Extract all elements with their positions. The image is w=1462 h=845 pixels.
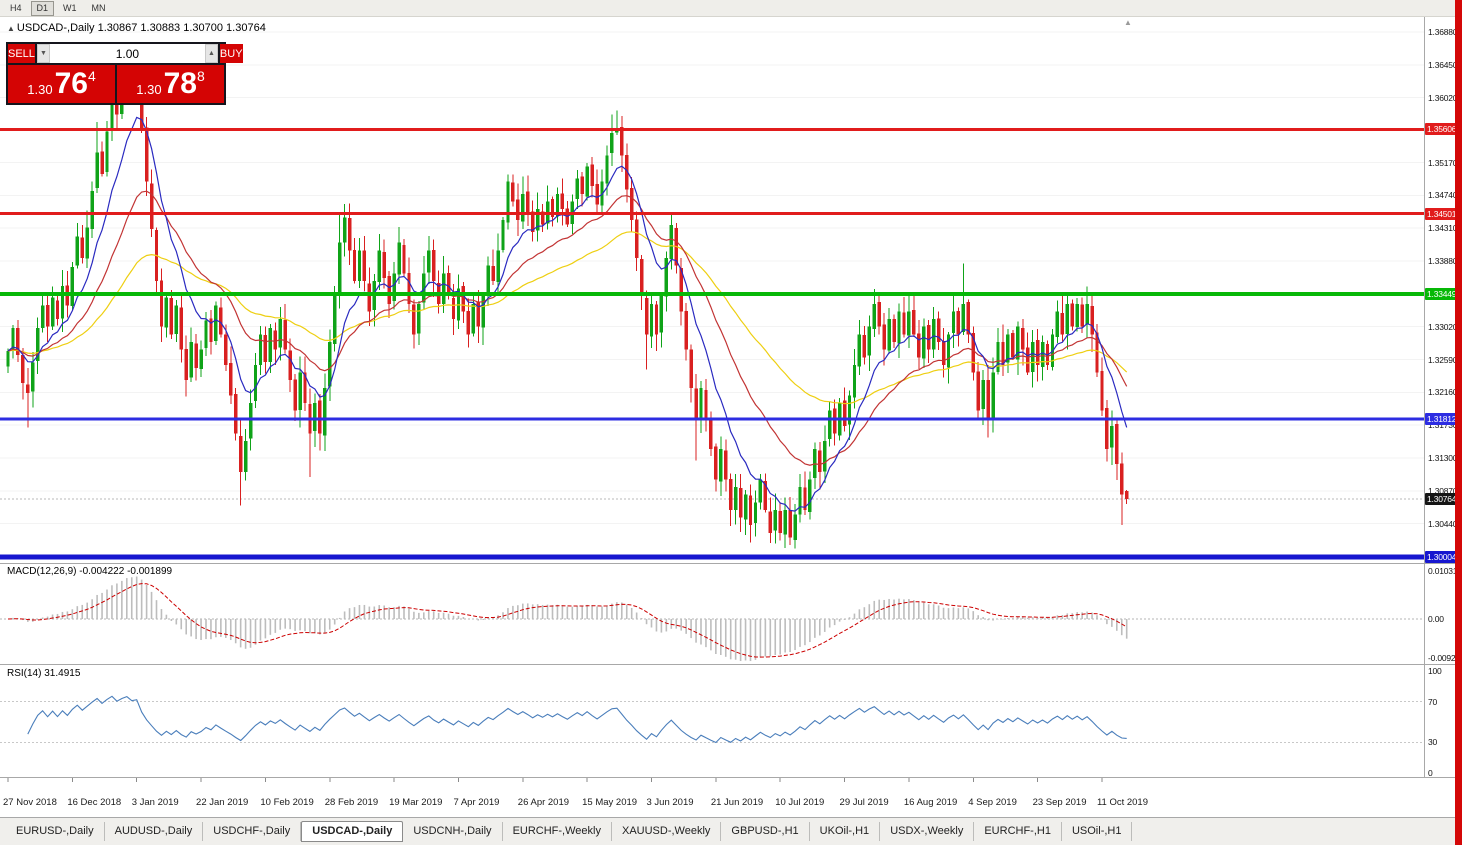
chart-collapse-icon: ▲ (7, 24, 15, 33)
tab-eurchf-weekly[interactable]: EURCHF-,Weekly (503, 822, 612, 841)
date-label: 16 Aug 2019 (904, 797, 957, 808)
chart-title: ▲ USDCAD-,Daily 1.30867 1.30883 1.30700 1… (7, 22, 266, 34)
chart-tab-bar: EURUSD-,Daily AUDUSD-,Daily USDCHF-,Daily U… (0, 817, 1456, 845)
buy-price-point: 8 (196, 68, 205, 84)
macd-scale-max: 0.010311 (1428, 566, 1462, 576)
rsi-scale-30: 30 (1428, 737, 1438, 747)
tab-usdx-weekly[interactable]: USDX-,Weekly (880, 822, 975, 841)
tab-usdcnh-daily[interactable]: USDCNH-,Daily (403, 822, 503, 841)
volume-increase-icon[interactable]: ▲ (204, 44, 218, 63)
pane-separator[interactable] (0, 664, 1456, 665)
tab-eurusd-daily[interactable]: EURUSD-,Daily (6, 822, 105, 841)
buy-price-prefix: 1.30 (136, 82, 162, 97)
volume-input[interactable] (49, 44, 205, 63)
pane-separator[interactable] (0, 563, 1456, 564)
macd-indicator-label: MACD(12,26,9) -0.004222 -0.001899 (7, 566, 173, 577)
date-label: 11 Oct 2019 (1097, 797, 1148, 808)
date-label: 16 Dec 2018 (67, 797, 121, 808)
tab-usdchf-daily[interactable]: USDCHF-,Daily (203, 822, 302, 841)
price-tick-label: 1.33020 (1428, 321, 1458, 332)
volume-decrease-icon[interactable]: ▼ (36, 44, 50, 63)
date-label: 23 Sep 2019 (1033, 797, 1087, 808)
date-label: 21 Jun 2019 (711, 797, 763, 808)
sell-price-display[interactable]: 1.30 76 4 (8, 65, 115, 103)
tab-usoil-h1[interactable]: USOil-,H1 (1062, 822, 1133, 841)
date-label: 26 Apr 2019 (518, 797, 569, 808)
pane-separator (0, 777, 1456, 778)
chart-canvas[interactable]: 27 Nov 2018 16 Dec 2018 3 Jan 2019 22 Jan 2… (0, 17, 1456, 817)
price-tick-label: 1.32590 (1428, 354, 1458, 365)
date-label: 10 Feb 2019 (260, 797, 313, 808)
price-level-tag: 1.35606 (1425, 123, 1459, 136)
rsi-scale-0: 0 (1428, 768, 1433, 778)
price-tick-label: 1.34740 (1428, 190, 1458, 201)
date-label: 29 Jul 2019 (840, 797, 889, 808)
date-label: 3 Jun 2019 (647, 797, 694, 808)
volume-spinner: ▼ ▲ (36, 44, 218, 63)
sell-price-prefix: 1.30 (27, 82, 53, 97)
chart-ohlc-text: USDCAD-,Daily 1.30867 1.30883 1.30700 1.… (16, 22, 266, 34)
date-label: 7 Apr 2019 (453, 797, 499, 808)
tab-xauusd-weekly[interactable]: XAUUSD-,Weekly (612, 822, 722, 841)
price-tick-label: 1.36880 (1428, 27, 1458, 37)
price-level-tag: 1.31812 (1425, 412, 1459, 425)
tab-gbpusd-h1[interactable]: GBPUSD-,H1 (721, 822, 810, 841)
rsi-scale-100: 100 (1428, 666, 1442, 676)
tab-usdcad-daily[interactable]: USDCAD-,Daily (301, 821, 404, 842)
price-scale[interactable]: 0.010311 0.00 -0.009203 100 70 30 0 1.36… (1425, 17, 1462, 817)
price-tick-label: 1.33880 (1428, 256, 1458, 267)
price-tick-label: 1.31300 (1428, 453, 1458, 464)
window-edge-strip (1455, 0, 1462, 845)
price-tick-label: 1.31730 (1428, 420, 1458, 431)
price-scale-separator (1424, 17, 1425, 777)
tab-ukoil-h1[interactable]: UKOil-,H1 (810, 822, 881, 841)
sell-button[interactable]: SELL (8, 44, 35, 63)
price-tick-label: 1.32160 (1428, 387, 1458, 398)
timeframe-button-h4[interactable]: H4 (10, 2, 22, 13)
timeframe-button-d1[interactable]: D1 (30, 0, 55, 16)
chart-shift-marker-icon[interactable]: ▲ (1124, 18, 1132, 27)
sell-price-point: 4 (87, 68, 96, 84)
price-level-tag: 1.34501 (1425, 207, 1459, 220)
buy-button[interactable]: BUY (219, 44, 243, 63)
price-tick-label: 1.35170 (1428, 157, 1458, 168)
price-tick-label: 1.30870 (1428, 485, 1458, 496)
date-label: 4 Sep 2019 (968, 797, 1017, 808)
current-price-tag: 1.30764 (1425, 492, 1459, 505)
price-tick-label: 1.30440 (1428, 518, 1458, 529)
date-label: 27 Nov 2018 (3, 797, 57, 808)
date-label: 22 Jan 2019 (196, 797, 248, 808)
rsi-indicator-label: RSI(14) 31.4915 (7, 668, 81, 679)
tab-audusd-daily[interactable]: AUDUSD-,Daily (105, 822, 204, 841)
buy-price-pips: 78 (163, 67, 197, 100)
date-label: 10 Jul 2019 (775, 797, 824, 808)
date-label: 3 Jan 2019 (132, 797, 179, 808)
price-tick-label: 1.36450 (1428, 59, 1458, 70)
date-label: 15 May 2019 (582, 797, 637, 808)
price-tick-label: 1.34310 (1428, 223, 1458, 234)
sell-price-pips: 76 (54, 67, 88, 100)
timeframe-button-w1[interactable]: W1 (63, 2, 77, 13)
price-level-tag: 1.33449 (1425, 287, 1459, 300)
price-level-tag: 1.30004 (1425, 550, 1459, 563)
timeframe-toolbar: H4 D1 W1 MN (0, 0, 1456, 17)
buy-price-display[interactable]: 1.30 78 8 (117, 65, 224, 103)
timeframe-button-mn[interactable]: MN (91, 2, 106, 13)
tab-eurchf-h1[interactable]: EURCHF-,H1 (974, 822, 1062, 841)
date-label: 28 Feb 2019 (325, 797, 378, 808)
macd-scale-min: -0.009203 (1428, 653, 1462, 663)
macd-scale-zero: 0.00 (1428, 614, 1444, 624)
price-tick-label: 1.36020 (1428, 92, 1458, 103)
date-label: 19 Mar 2019 (389, 797, 442, 808)
rsi-scale-70: 70 (1428, 697, 1438, 707)
